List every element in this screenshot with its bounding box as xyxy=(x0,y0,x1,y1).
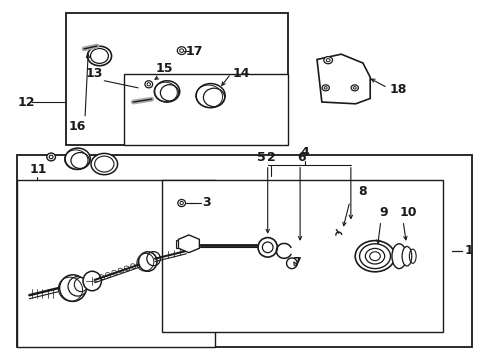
Text: 13: 13 xyxy=(86,67,103,80)
Ellipse shape xyxy=(177,47,185,54)
Ellipse shape xyxy=(401,247,411,266)
Text: 1: 1 xyxy=(464,244,472,257)
Text: 3: 3 xyxy=(202,196,211,209)
Ellipse shape xyxy=(154,81,180,102)
Ellipse shape xyxy=(138,252,157,271)
FancyBboxPatch shape xyxy=(17,180,215,347)
Ellipse shape xyxy=(87,46,111,66)
Text: 6: 6 xyxy=(297,151,305,164)
FancyBboxPatch shape xyxy=(162,180,442,332)
Polygon shape xyxy=(178,235,199,253)
Ellipse shape xyxy=(196,84,224,108)
Text: 16: 16 xyxy=(69,120,86,133)
Text: 5: 5 xyxy=(257,151,265,164)
Ellipse shape xyxy=(354,240,394,272)
Text: 17: 17 xyxy=(185,45,203,58)
Polygon shape xyxy=(176,239,188,248)
Ellipse shape xyxy=(391,244,406,269)
Text: 18: 18 xyxy=(389,83,406,96)
Ellipse shape xyxy=(178,199,185,207)
Ellipse shape xyxy=(60,275,86,301)
Ellipse shape xyxy=(65,148,90,169)
Ellipse shape xyxy=(47,153,55,161)
Ellipse shape xyxy=(258,238,277,257)
Ellipse shape xyxy=(83,271,101,291)
Ellipse shape xyxy=(323,57,332,64)
Text: 11: 11 xyxy=(29,163,47,176)
Ellipse shape xyxy=(91,153,117,175)
Text: 4: 4 xyxy=(300,147,309,159)
Text: 15: 15 xyxy=(156,62,173,76)
Polygon shape xyxy=(316,54,369,104)
Text: 8: 8 xyxy=(358,185,366,198)
FancyBboxPatch shape xyxy=(123,74,287,145)
Text: 14: 14 xyxy=(232,67,249,80)
Text: 12: 12 xyxy=(17,95,35,108)
Ellipse shape xyxy=(144,81,152,88)
Ellipse shape xyxy=(350,85,358,91)
Text: 2: 2 xyxy=(266,151,275,164)
Ellipse shape xyxy=(68,276,87,296)
FancyBboxPatch shape xyxy=(65,13,287,145)
Text: 7: 7 xyxy=(292,256,301,269)
Text: 10: 10 xyxy=(398,206,416,219)
Ellipse shape xyxy=(322,85,329,91)
FancyBboxPatch shape xyxy=(17,155,471,347)
Text: 9: 9 xyxy=(379,206,387,219)
